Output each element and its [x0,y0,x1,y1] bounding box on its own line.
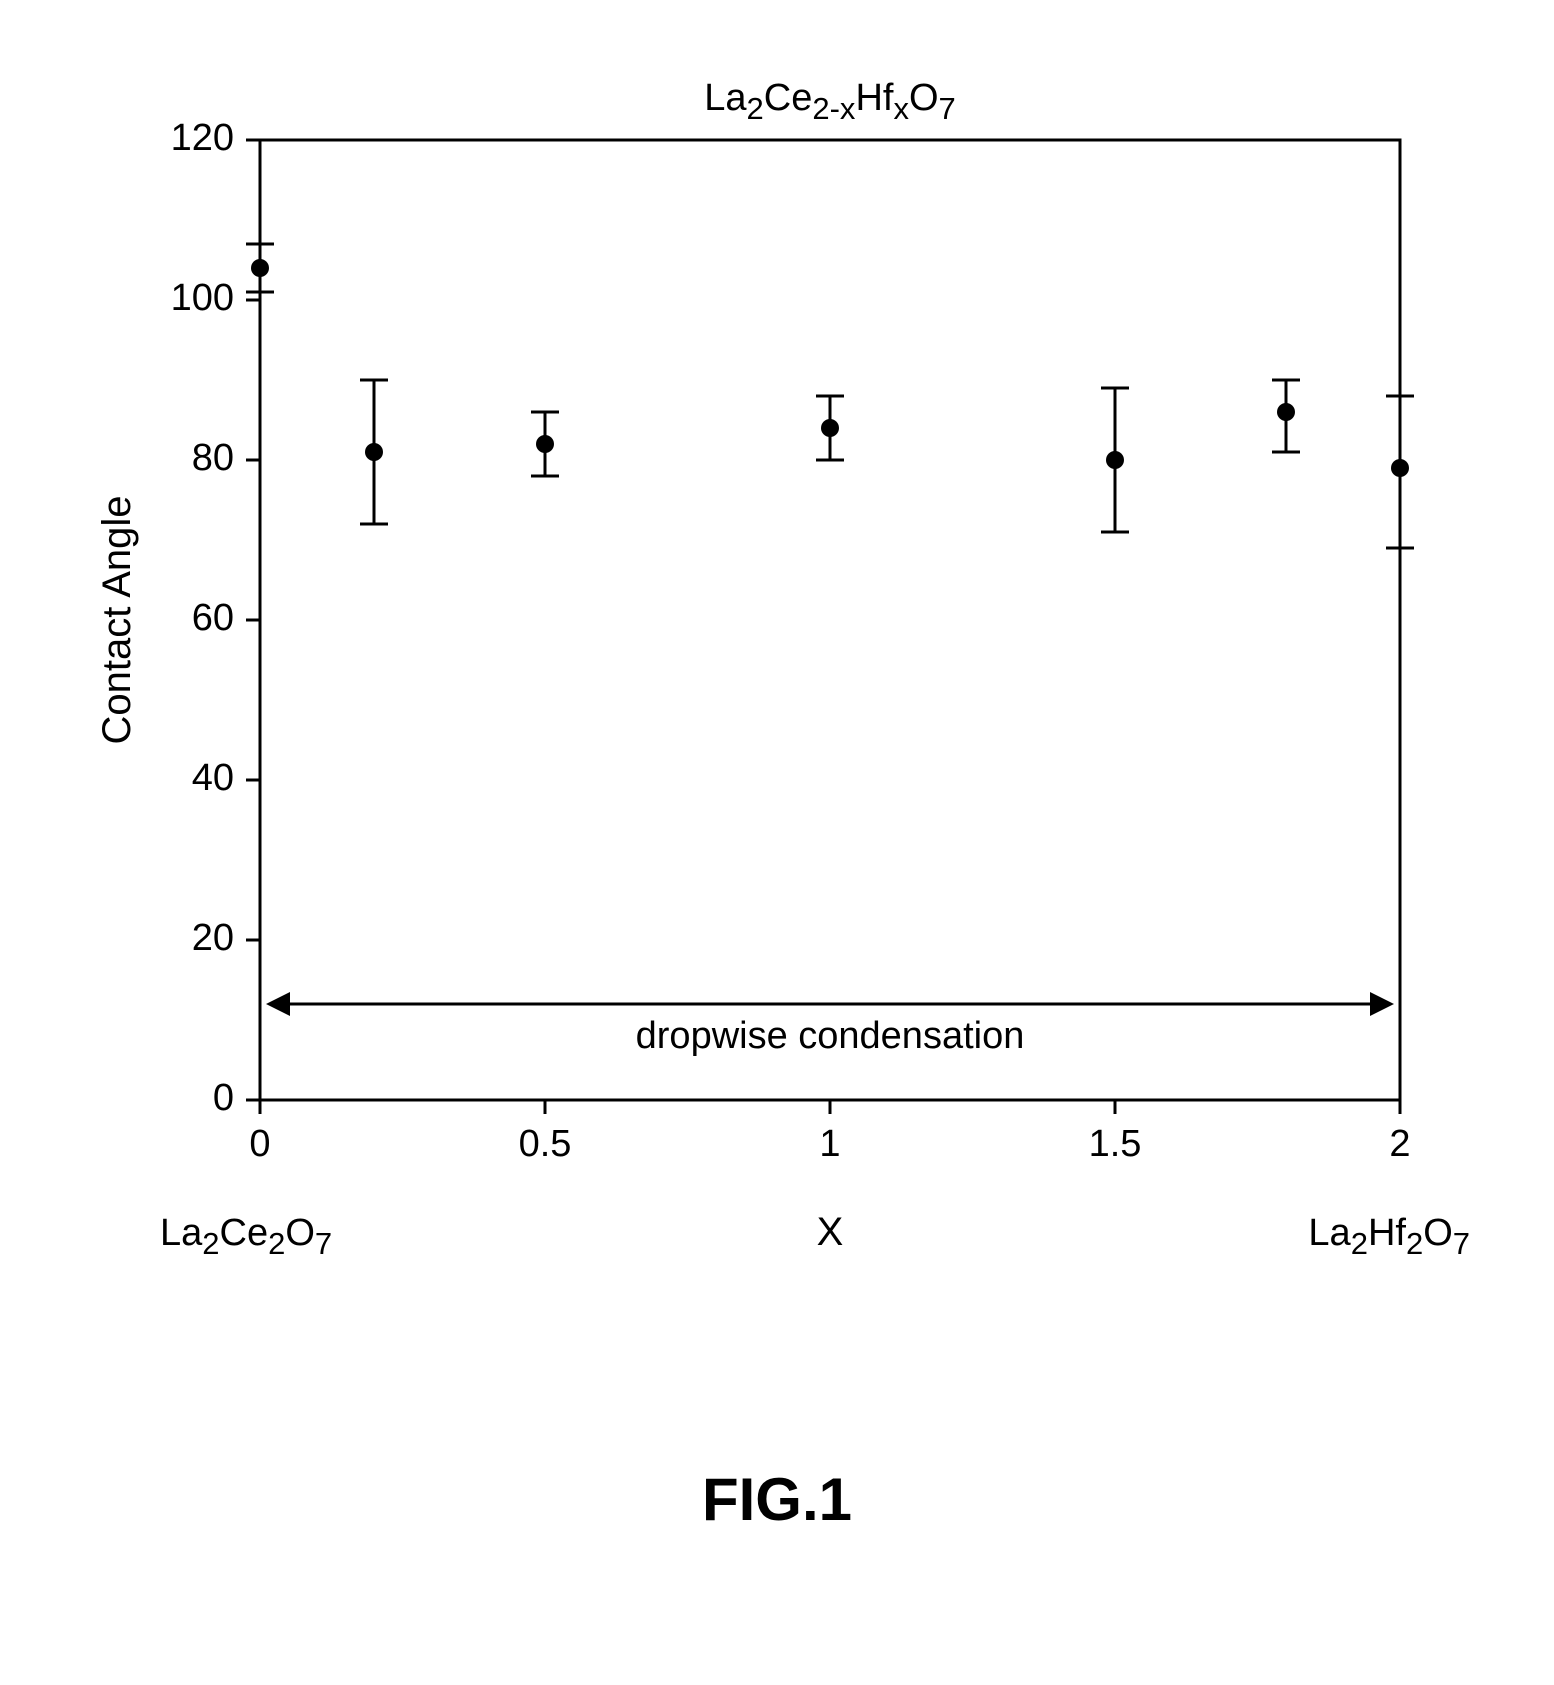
figure-caption: FIG.1 [702,1466,852,1533]
svg-text:1.5: 1.5 [1089,1123,1142,1165]
arrow-label: dropwise condensation [636,1015,1025,1057]
contact-angle-chart: 0 20 40 60 80 100 120 0 0.5 1 1.5 2 dropwise condens… [0,0,1554,1685]
svg-text:60: 60 [192,597,234,639]
dropwise-arrow [266,992,1394,1016]
x-axis-label: X [817,1210,844,1254]
svg-text:40: 40 [192,757,234,799]
chart-page: 0 20 40 60 80 100 120 0 0.5 1 1.5 2 dropwise condens… [0,0,1554,1685]
svg-text:2: 2 [1389,1123,1410,1165]
svg-text:0: 0 [213,1077,234,1119]
chart-title: La2Ce2-xHfxO7 [704,77,956,126]
y-axis-label: Contact Angle [95,495,139,744]
svg-text:1: 1 [819,1123,840,1165]
svg-text:0: 0 [249,1123,270,1165]
svg-text:20: 20 [192,917,234,959]
svg-text:80: 80 [192,437,234,479]
svg-text:100: 100 [171,277,234,319]
left-end-formula: La2Ce2O7 [160,1212,332,1261]
svg-text:0.5: 0.5 [519,1123,572,1165]
data-series [246,244,1414,548]
svg-text:120: 120 [171,117,234,159]
right-end-formula: La2Hf2O7 [1308,1212,1470,1261]
